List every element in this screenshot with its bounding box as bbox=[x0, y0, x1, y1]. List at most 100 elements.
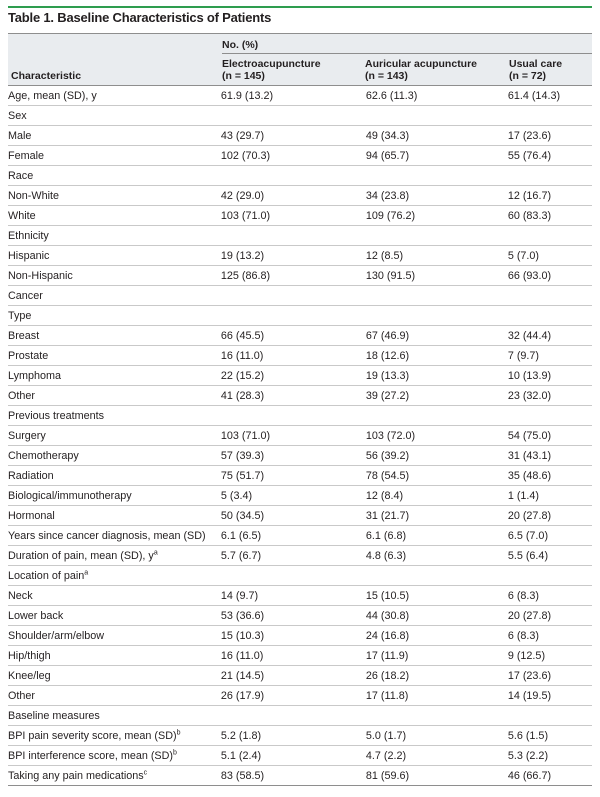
table-row: Non-Hispanic 125 (86.8) 130 (91.5) 66 (93.0… bbox=[8, 265, 592, 286]
electroacupuncture-value bbox=[220, 565, 366, 586]
row-label-cell: Male bbox=[8, 125, 221, 146]
row-label-cell: Ethnicity bbox=[8, 225, 221, 246]
auricular-value: 19 (13.3) bbox=[365, 365, 508, 386]
auricular-value: 17 (11.9) bbox=[365, 645, 508, 666]
electroacupuncture-value bbox=[220, 105, 366, 126]
row-label: Sex bbox=[8, 109, 27, 122]
electroacupuncture-value: 26 (17.9) bbox=[220, 685, 366, 706]
electroacupuncture-value: 14 (9.7) bbox=[220, 585, 366, 606]
table-row: Taking any pain medicationsc 83 (58.5) 81 … bbox=[8, 765, 592, 786]
usual-care-value: 61.4 (14.3) bbox=[507, 86, 592, 106]
row-label-cell: Non-Hispanic bbox=[8, 265, 221, 286]
row-label: Hip/thigh bbox=[8, 649, 51, 662]
usual-care-value: 32 (44.4) bbox=[507, 325, 592, 346]
electroacupuncture-value: 15 (10.3) bbox=[220, 625, 366, 646]
table-row: Shoulder/arm/elbow 15 (10.3) 24 (16.8) 6 (8… bbox=[8, 625, 592, 646]
auricular-value bbox=[365, 165, 508, 186]
table-row: Breast 66 (45.5) 67 (46.9) 32 (44.4) bbox=[8, 325, 592, 346]
col-header-auricular: Auricular acupuncture (n = 143) bbox=[365, 58, 477, 82]
table-row: Non-White 42 (29.0) 34 (23.8) 12 (16.7) bbox=[8, 185, 592, 206]
auricular-value: 67 (46.9) bbox=[365, 325, 508, 346]
electroacupuncture-value: 75 (51.7) bbox=[220, 465, 366, 486]
electroacupuncture-value bbox=[220, 305, 366, 326]
row-label-cell: Hip/thigh bbox=[8, 645, 221, 666]
auricular-value: 24 (16.8) bbox=[365, 625, 508, 646]
electroacupuncture-value bbox=[220, 285, 366, 306]
electroacupuncture-value bbox=[220, 225, 366, 246]
usual-care-value: 60 (83.3) bbox=[507, 205, 592, 226]
row-label-cell: Sex bbox=[8, 105, 221, 126]
usual-care-value: 35 (48.6) bbox=[507, 465, 592, 486]
auricular-value: 31 (21.7) bbox=[365, 505, 508, 526]
auricular-value bbox=[365, 225, 508, 246]
electroacupuncture-value: 19 (13.2) bbox=[220, 245, 366, 266]
electroacupuncture-value: 21 (14.5) bbox=[220, 665, 366, 686]
group-header-rule bbox=[222, 53, 592, 54]
col-header-auricular-name: Auricular acupuncture bbox=[365, 58, 478, 70]
row-label-cell: Non-White bbox=[8, 185, 221, 206]
row-label: Hormonal bbox=[8, 509, 55, 522]
footnote-marker: a bbox=[84, 568, 89, 576]
auricular-value: 18 (12.6) bbox=[365, 345, 508, 366]
electroacupuncture-value: 16 (11.0) bbox=[220, 645, 366, 666]
col-header-electroacupuncture-name: Electroacupuncture bbox=[222, 58, 321, 70]
table-row: Hormonal 50 (34.5) 31 (21.7) 20 (27.8) bbox=[8, 505, 592, 526]
auricular-value: 17 (11.8) bbox=[365, 685, 508, 706]
row-label: Baseline measures bbox=[8, 709, 100, 722]
electroacupuncture-value: 50 (34.5) bbox=[220, 505, 366, 526]
row-label: Prostate bbox=[8, 349, 49, 362]
usual-care-value: 1 (1.4) bbox=[507, 485, 592, 506]
usual-care-value bbox=[507, 405, 592, 426]
usual-care-value: 6 (8.3) bbox=[507, 585, 592, 606]
row-label-cell: Lower back bbox=[8, 605, 221, 626]
usual-care-value: 5.6 (1.5) bbox=[507, 725, 592, 746]
auricular-value bbox=[365, 565, 508, 586]
usual-care-value: 12 (16.7) bbox=[507, 185, 592, 206]
row-label: Taking any pain medications bbox=[8, 769, 144, 782]
auricular-value: 56 (39.2) bbox=[365, 445, 508, 466]
footnote-marker: b bbox=[176, 728, 181, 736]
row-label: Duration of pain, mean (SD), y bbox=[8, 549, 154, 562]
row-label-cell: Age, mean (SD), y bbox=[8, 86, 221, 106]
row-label: Hispanic bbox=[8, 249, 50, 262]
usual-care-value: 55 (76.4) bbox=[507, 145, 592, 166]
usual-care-value: 20 (27.8) bbox=[507, 505, 592, 526]
electroacupuncture-value: 42 (29.0) bbox=[220, 185, 366, 206]
row-label-cell: Radiation bbox=[8, 465, 221, 486]
electroacupuncture-value: 61.9 (13.2) bbox=[220, 86, 366, 106]
row-label: Female bbox=[8, 149, 45, 162]
table-row: Radiation 75 (51.7) 78 (54.5) 35 (48.6) bbox=[8, 465, 592, 486]
auricular-value bbox=[365, 285, 508, 306]
usual-care-value bbox=[507, 285, 592, 306]
usual-care-value: 23 (32.0) bbox=[507, 385, 592, 406]
auricular-value: 26 (18.2) bbox=[365, 665, 508, 686]
auricular-value: 5.0 (1.7) bbox=[365, 725, 508, 746]
auricular-value: 62.6 (11.3) bbox=[365, 86, 508, 106]
row-label-cell: Neck bbox=[8, 585, 221, 606]
characteristic-header: Characteristic bbox=[11, 70, 82, 82]
auricular-value: 6.1 (6.8) bbox=[365, 525, 508, 546]
row-label: Type bbox=[8, 309, 32, 322]
electroacupuncture-value: 103 (71.0) bbox=[220, 425, 366, 446]
auricular-value: 81 (59.6) bbox=[365, 765, 508, 786]
row-label-cell: Cancer bbox=[8, 285, 221, 306]
row-label-cell: Taking any pain medicationsc bbox=[8, 765, 221, 786]
row-label: Non-White bbox=[8, 189, 60, 202]
usual-care-value: 6.5 (7.0) bbox=[507, 525, 592, 546]
electroacupuncture-value: 41 (28.3) bbox=[220, 385, 366, 406]
footnote-marker: b bbox=[173, 748, 177, 756]
table-row: Location of paina bbox=[8, 565, 592, 586]
row-label: Other bbox=[8, 689, 36, 702]
table-row: White 103 (71.0) 109 (76.2) 60 (83.3) bbox=[8, 205, 592, 226]
usual-care-value: 17 (23.6) bbox=[507, 665, 592, 686]
table-row: Cancer bbox=[8, 285, 592, 306]
auricular-value bbox=[365, 305, 508, 326]
row-label-cell: Other bbox=[8, 685, 221, 706]
row-label: White bbox=[8, 209, 36, 222]
row-label: Radiation bbox=[8, 469, 54, 482]
table-row: Age, mean (SD), y 61.9 (13.2) 62.6 (11.3) 6… bbox=[8, 86, 592, 106]
usual-care-value: 5.5 (6.4) bbox=[507, 545, 592, 566]
row-label: Neck bbox=[8, 589, 33, 602]
row-label-cell: Hormonal bbox=[8, 505, 221, 526]
